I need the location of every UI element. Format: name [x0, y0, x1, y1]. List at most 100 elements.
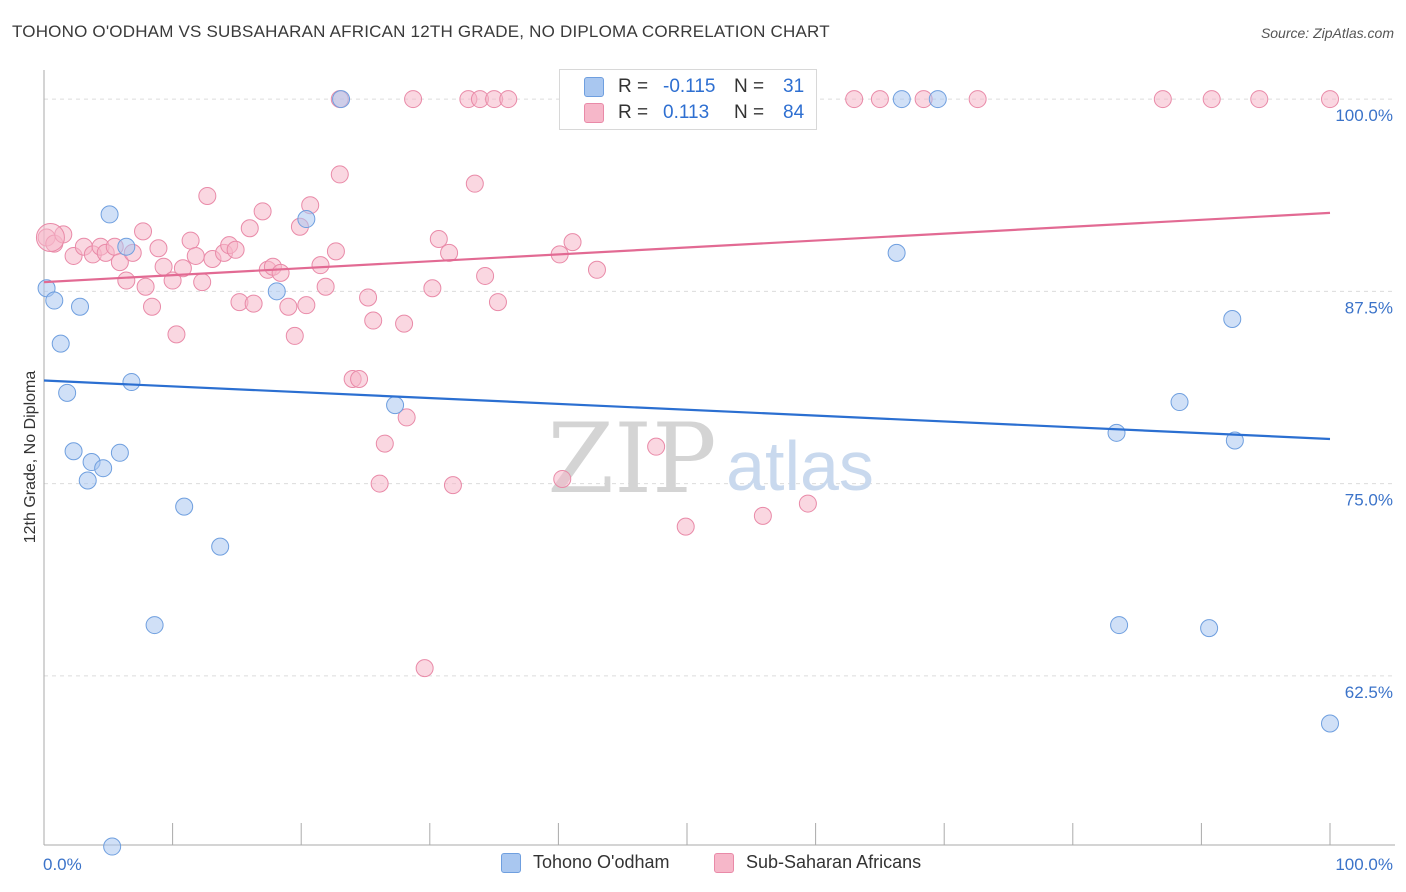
- subsaharan-point: [375, 434, 394, 453]
- subsaharan-point: [423, 279, 442, 298]
- tohono-point: [100, 205, 119, 224]
- subsaharan-point: [443, 476, 462, 495]
- tohono-point: [386, 396, 405, 415]
- subsaharan-point: [326, 242, 345, 261]
- subsaharan-point: [117, 271, 136, 290]
- legend-r-label: R =: [618, 76, 649, 97]
- legend-n-value-series1: 31: [783, 76, 805, 97]
- y-tick-label: 100.0%: [1335, 106, 1393, 125]
- tohono-point: [1170, 393, 1189, 412]
- subsaharan-point: [149, 239, 168, 258]
- subsaharan-point: [845, 90, 864, 109]
- subsaharan-point: [253, 202, 272, 221]
- subsaharan-point: [364, 311, 383, 330]
- tohono-point: [267, 282, 286, 301]
- y-tick-label: 62.5%: [1345, 683, 1393, 702]
- subsaharan-point: [404, 90, 423, 109]
- x-tick-label: 0.0%: [43, 855, 82, 874]
- tohono-point: [297, 210, 316, 229]
- subsaharan-point: [316, 277, 335, 296]
- tohono-point: [175, 497, 194, 516]
- subsaharan-point: [186, 246, 205, 265]
- tohono-point: [332, 90, 351, 109]
- subsaharan-point: [297, 296, 316, 315]
- tohono-point: [887, 243, 906, 262]
- tohono-point: [892, 90, 911, 109]
- subsaharan-point: [198, 186, 217, 205]
- subsaharan-point: [1202, 90, 1221, 109]
- tohono-point: [45, 291, 64, 310]
- legend-label-subsaharan: Sub-Saharan Africans: [746, 852, 922, 872]
- chart-title: TOHONO O'ODHAM VS SUBSAHARAN AFRICAN 12T…: [12, 22, 830, 41]
- subsaharan-point: [1250, 90, 1269, 109]
- legend-swatch-series1: [584, 77, 604, 97]
- legend-r-value-series2: 0.113: [663, 102, 710, 123]
- y-tick-label: 87.5%: [1345, 298, 1393, 317]
- subsaharan-point: [476, 266, 495, 285]
- subsaharan-point: [647, 437, 666, 456]
- tohono-point: [64, 442, 83, 461]
- tohono-point: [1223, 310, 1242, 329]
- subsaharan-point: [415, 659, 434, 678]
- tohono-point: [78, 471, 97, 490]
- legend-r-value-series1: -0.115: [663, 76, 716, 97]
- tohono-point: [122, 373, 141, 392]
- tohono-point: [1225, 431, 1244, 450]
- x-tick-label: 100.0%: [1335, 855, 1393, 874]
- subsaharan-point: [35, 222, 65, 252]
- subsaharan-point: [244, 294, 263, 313]
- watermark: ZIP atlas: [547, 403, 874, 515]
- subsaharan-point: [1153, 90, 1172, 109]
- stats-legend: R = -0.115 N = 31 R = 0.113 N = 84: [559, 69, 817, 130]
- watermark-atlas: atlas: [726, 427, 874, 505]
- subsaharan-point: [193, 273, 212, 292]
- tohono-point: [1110, 616, 1129, 635]
- subsaharan-point: [110, 253, 129, 272]
- subsaharan-point: [553, 469, 572, 488]
- subsaharan-point: [271, 263, 290, 282]
- subsaharan-point: [488, 293, 507, 312]
- subsaharan-point: [440, 243, 459, 262]
- tohono-point: [211, 537, 230, 556]
- subsaharan-point: [676, 517, 695, 536]
- subsaharan-point: [753, 506, 772, 525]
- y-axis-label: 12th Grade, No Diploma: [22, 370, 39, 544]
- tohono-point: [58, 383, 77, 402]
- subsaharan-point: [350, 369, 369, 388]
- subsaharan-point: [429, 230, 448, 249]
- subsaharan-point: [395, 314, 414, 333]
- tohono-point: [1200, 619, 1219, 638]
- legend-swatch-tohono: [501, 852, 521, 873]
- tohono-point: [145, 616, 164, 635]
- axes-layer: [43, 70, 1395, 846]
- subsaharan-point: [143, 297, 162, 316]
- tohono-trend-line: [43, 379, 1331, 441]
- subsaharan-trend-line: [43, 211, 1331, 284]
- legend-item-subsaharan: Sub-Saharan Africans: [714, 852, 921, 873]
- tick-label-layer: 100.0% 87.5% 75.0% 62.5% 0.0% 100.0%: [43, 106, 1393, 874]
- subsaharan-point: [563, 233, 582, 252]
- tohono-point: [110, 443, 129, 462]
- subsaharan-point: [465, 174, 484, 193]
- y-tick-label: 75.0%: [1345, 491, 1393, 510]
- subsaharan-point: [240, 219, 259, 238]
- tohono-point: [928, 90, 947, 109]
- tohono-point: [103, 837, 122, 856]
- subsaharan-point: [330, 165, 349, 184]
- subsaharan-point: [499, 90, 518, 109]
- legend-r-label: R =: [618, 102, 649, 123]
- legend-n-label: N =: [734, 102, 765, 123]
- legend-swatch-series2: [584, 103, 604, 123]
- legend-label-tohono: Tohono O'odham: [533, 852, 670, 872]
- subsaharan-point: [285, 326, 304, 345]
- subsaharan-point: [226, 240, 245, 259]
- source-credit: Source: ZipAtlas.com: [1260, 25, 1394, 41]
- tohono-point: [1107, 423, 1126, 442]
- legend-swatch-subsaharan: [714, 852, 734, 873]
- subsaharan-point: [311, 256, 330, 275]
- tohono-point: [1321, 714, 1339, 733]
- legend-item-tohono: Tohono O'odham: [501, 852, 670, 873]
- subsaharan-point: [359, 288, 378, 307]
- subsaharan-point: [167, 325, 186, 344]
